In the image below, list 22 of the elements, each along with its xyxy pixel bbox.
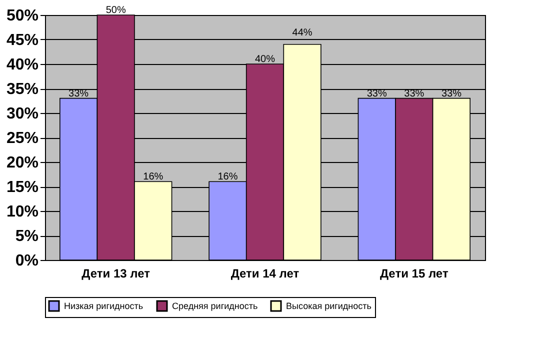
data-label: 40% <box>254 54 276 65</box>
data-label: 16% <box>143 172 164 183</box>
y-tick-label: 10% <box>6 204 38 220</box>
y-tick-label: 45% <box>6 32 38 49</box>
legend-label: Средняя ригидность <box>172 301 258 311</box>
y-tick-label: 15% <box>6 179 38 196</box>
data-label: 50% <box>106 5 126 16</box>
data-label: 16% <box>218 172 238 183</box>
y-tick-label: 30% <box>6 106 38 122</box>
y-tick-label: 40% <box>6 56 38 74</box>
y-tick-label: 35% <box>6 81 38 98</box>
y-tick-label: 5% <box>15 228 38 245</box>
y-tick-label: 20% <box>6 154 38 172</box>
x-tick-label: Дети 14 лет <box>230 266 300 280</box>
y-tick-label: 0% <box>15 252 38 270</box>
legend-label: Низкая ригидность <box>64 301 144 311</box>
legend-label: Высокая ригидность <box>286 301 372 311</box>
y-tick-label: 25% <box>6 130 38 147</box>
y-tick-label: 50% <box>6 8 38 24</box>
data-label: 44% <box>292 28 312 38</box>
x-tick-label: Дети 13 лет <box>82 266 150 280</box>
x-tick-label: Дети 15 лет <box>380 266 448 280</box>
